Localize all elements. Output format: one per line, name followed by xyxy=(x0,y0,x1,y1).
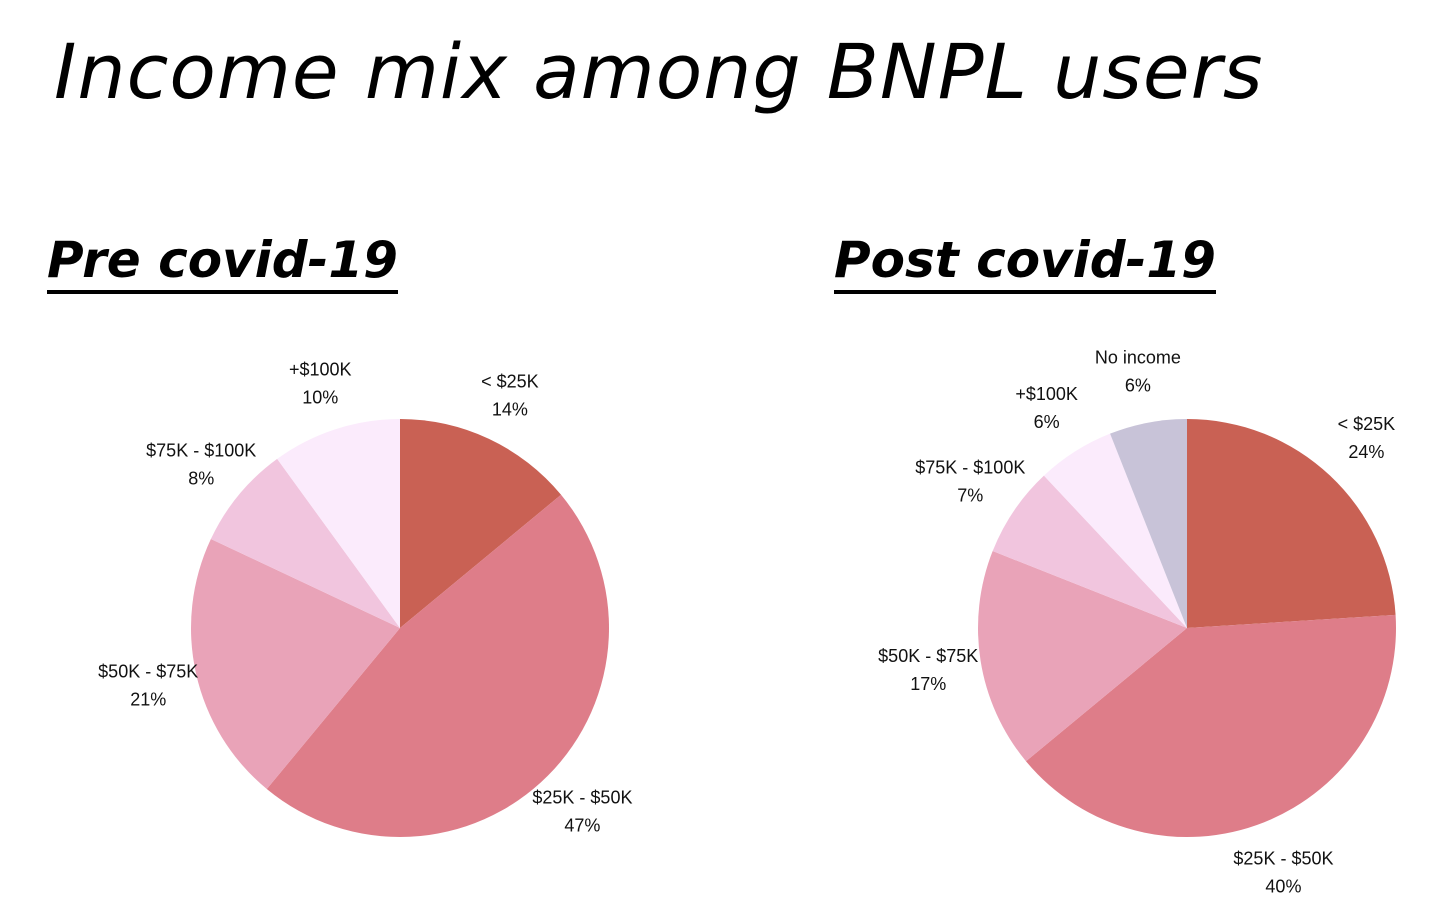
pre-covid-slice-value-label: 21% xyxy=(130,689,166,709)
pre-covid-slice-75k-100k xyxy=(210,458,400,628)
pre-covid-pie-chart: < $25K 14% $25K - $50K 47% $50K - $75K 21% $75… xyxy=(98,360,632,837)
pre-covid-slice-label: $25K - $50K xyxy=(532,787,632,807)
pre-covid-slice-label: $75K - $100K xyxy=(146,441,256,461)
post-covid-slice-50k-75k xyxy=(977,551,1187,762)
post-covid-slice-value-label: 6% xyxy=(1034,412,1060,432)
pre-covid-slice-under-25k xyxy=(400,419,562,628)
post-covid-slice-under-25k xyxy=(1187,419,1396,628)
pre-covid-slice-value-label: 8% xyxy=(188,469,214,489)
post-covid-slice-label: < $25K xyxy=(1338,414,1396,434)
pre-covid-slice-value-label: 14% xyxy=(492,400,528,420)
post-covid-slice-label: $50K - $75K xyxy=(878,646,978,666)
page-title: Income mix among BNPL users xyxy=(54,27,1264,116)
post-covid-slice-label: +$100K xyxy=(1015,384,1078,404)
post-covid-pie-chart: < $25K 24% $25K - $50K 40% $50K - $75K 17% $75… xyxy=(878,348,1397,897)
pre-covid-slice-label: $50K - $75K xyxy=(98,661,198,681)
post-covid-slice-value-label: 40% xyxy=(1265,877,1301,897)
post-covid-slice-75k-100k xyxy=(992,475,1187,628)
post-covid-slice-25k-50k xyxy=(1025,614,1397,838)
pre-covid-slice-label: +$100K xyxy=(289,360,352,380)
pre-covid-slice-value-label: 10% xyxy=(302,388,338,408)
pre-covid-slice-over-100k xyxy=(277,419,400,628)
pre-covid-slice-value-label: 47% xyxy=(564,815,600,835)
pre-covid-chart-title: Pre covid-19 xyxy=(47,231,398,294)
pre-covid-slice-label: < $25K xyxy=(481,372,539,392)
pre-covid-slice-25k-50k xyxy=(266,494,610,837)
post-covid-slice-value-label: 6% xyxy=(1125,376,1151,396)
post-covid-slice-label: $75K - $100K xyxy=(915,458,1025,478)
post-covid-slice-label: No income xyxy=(1095,348,1181,368)
post-covid-slice-label: $25K - $50K xyxy=(1233,849,1333,869)
post-covid-slice-over-100k xyxy=(1043,433,1187,628)
post-covid-slice-value-label: 24% xyxy=(1348,442,1384,462)
post-covid-slice-no-income xyxy=(1110,419,1187,628)
post-covid-slice-value-label: 17% xyxy=(910,674,946,694)
post-covid-chart-title: Post covid-19 xyxy=(834,231,1216,294)
pre-covid-slice-50k-75k xyxy=(190,539,400,790)
post-covid-slice-value-label: 7% xyxy=(957,486,983,506)
